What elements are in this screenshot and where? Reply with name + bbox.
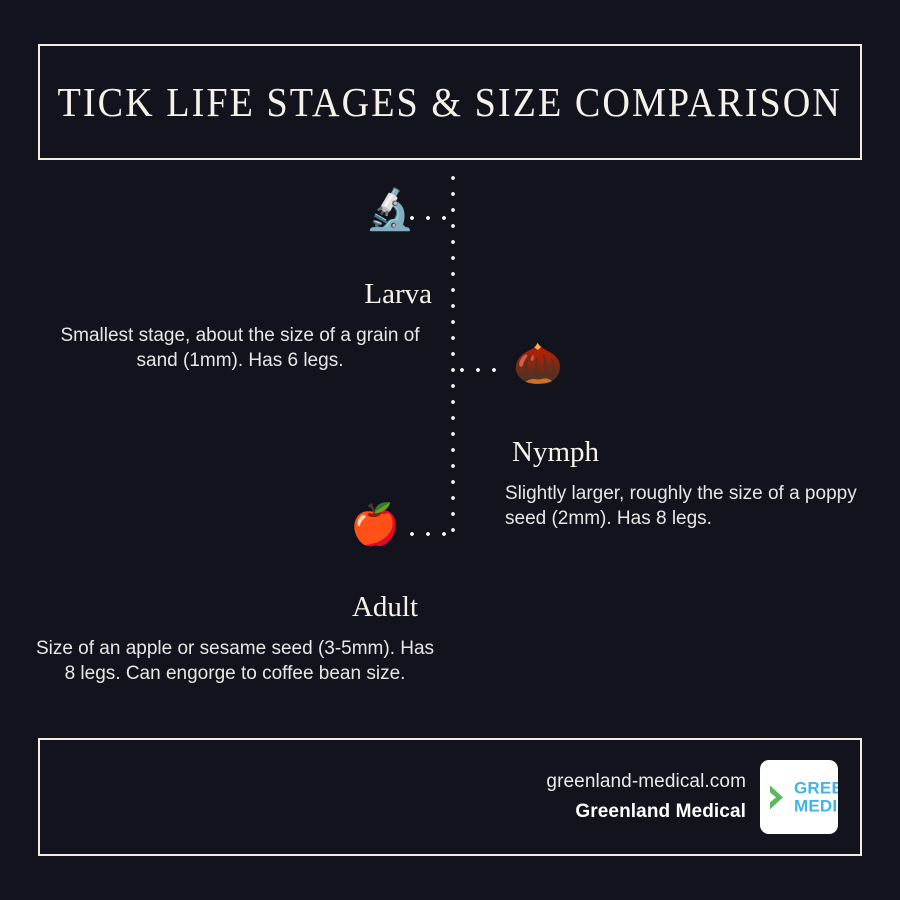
brand-logo-line2: MEDIC (794, 796, 838, 815)
stage-description-adult: Size of an apple or sesame seed (3-5mm).… (35, 638, 435, 685)
footer-text-group: greenland-medical.com Greenland Medical (546, 771, 746, 823)
connector-dots-larva (404, 215, 454, 221)
page-title: TICK LIFE STAGES & SIZE COMPARISON (57, 78, 843, 125)
stage-description-larva: Smallest stage, about the size of a grai… (60, 325, 420, 372)
brand-logo-badge[interactable]: GREEN MEDIC (760, 760, 838, 834)
chevron-right-icon (770, 785, 783, 809)
stage-title-nymph: Nymph (512, 436, 599, 468)
stage-block-adult: 🍎 Adult Size of an apple or sesame seed … (30, 505, 440, 687)
footer-brand-name: Greenland Medical (575, 801, 746, 822)
connector-dots-nymph (454, 367, 504, 373)
stage-title-larva: Larva (364, 278, 432, 310)
brand-logo-wordmark: GREEN MEDIC (794, 779, 838, 814)
brand-logo-line1: GREEN (794, 778, 838, 798)
stage-block-larva: 🔬 Larva Smallest stage, about the size o… (40, 190, 440, 374)
microscope-icon: 🔬 (365, 187, 415, 233)
brand-logo-content: GREEN MEDIC (767, 779, 838, 814)
title-banner: TICK LIFE STAGES & SIZE COMPARISON (38, 44, 862, 160)
stage-block-nymph: 🌰 Nymph Slightly larger, roughly the siz… (505, 344, 865, 532)
connector-dots-adult (404, 531, 454, 537)
stage-title-adult: Adult (351, 591, 418, 623)
chestnut-icon: 🌰 (513, 341, 563, 387)
apple-icon: 🍎 (350, 502, 400, 548)
footer-banner: greenland-medical.com Greenland Medical … (38, 738, 862, 856)
footer-content: greenland-medical.com Greenland Medical … (546, 760, 838, 834)
footer-website-url[interactable]: greenland-medical.com (546, 771, 746, 792)
stage-description-nymph: Slightly larger, roughly the size of a p… (505, 483, 857, 530)
timeline-dotted-spine (450, 170, 456, 544)
